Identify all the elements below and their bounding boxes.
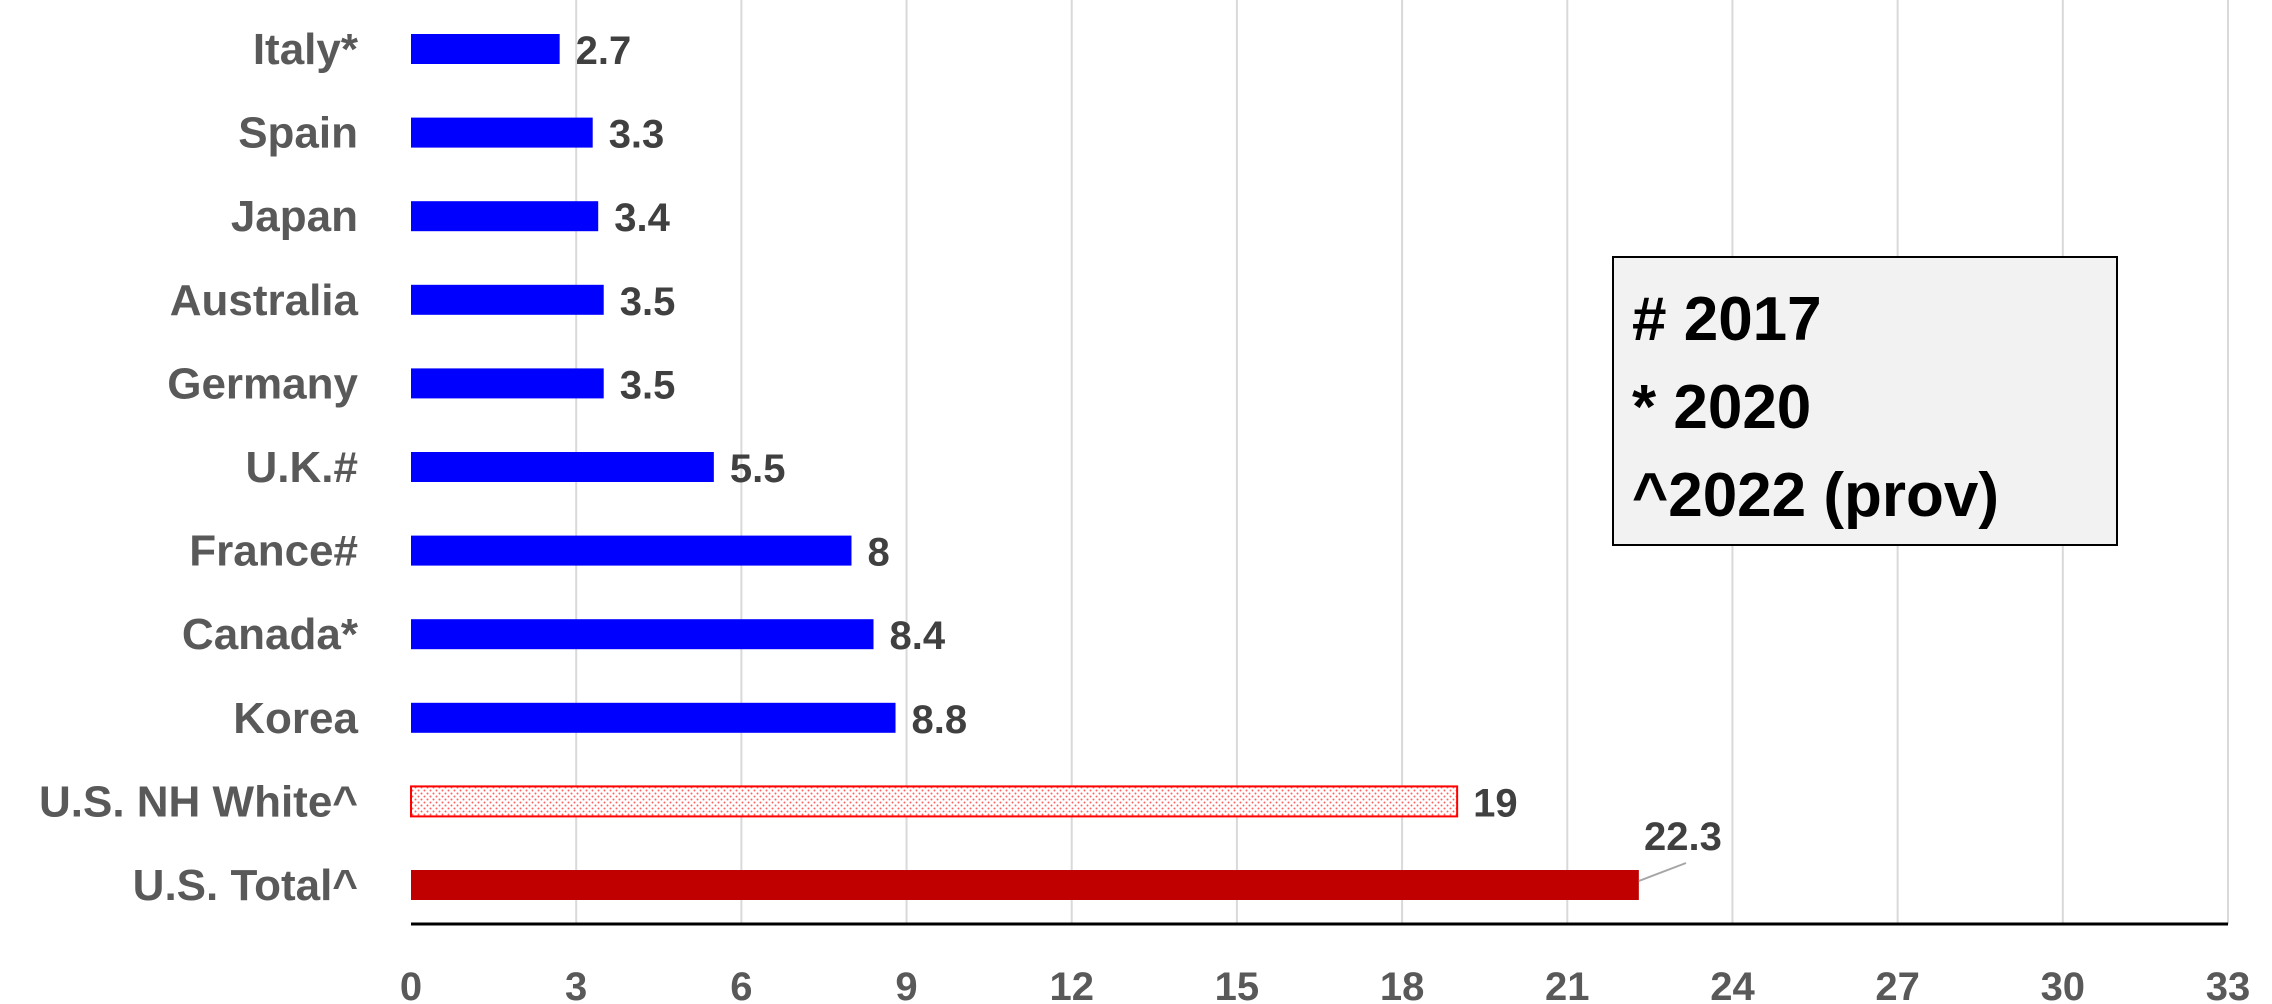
x-tick-label: 12	[1049, 965, 1094, 1004]
bar	[411, 535, 852, 566]
category-label: Canada*	[182, 610, 359, 659]
bar	[411, 619, 874, 650]
category-label: Japan	[231, 192, 358, 241]
value-label: 22.3	[1644, 815, 1722, 859]
bar	[411, 702, 896, 733]
bar	[411, 117, 593, 148]
notes-box: # 2017 * 2020 ^2022 (prov)	[1612, 256, 2118, 546]
bar	[411, 284, 604, 315]
x-tick-label: 33	[2206, 965, 2251, 1004]
note-2020: * 2020	[1632, 373, 1812, 442]
x-tick-label: 9	[895, 965, 917, 1004]
category-label: Germany	[167, 359, 358, 408]
x-tick-label: 30	[2041, 965, 2086, 1004]
x-tick-label: 24	[1710, 965, 1755, 1004]
value-label: 3.3	[609, 113, 665, 157]
value-label: 8	[867, 531, 889, 575]
value-label: 19	[1473, 781, 1518, 825]
note-2022: ^2022 (prov)	[1632, 461, 2000, 530]
category-label: U.S. NH White^	[39, 777, 358, 826]
bar	[411, 201, 599, 232]
value-label: 3.5	[620, 280, 676, 324]
bar	[411, 368, 604, 399]
category-label: Spain	[238, 109, 358, 158]
category-label: U.K.#	[246, 443, 358, 492]
category-label: France#	[189, 527, 358, 576]
x-tick-label: 21	[1545, 965, 1590, 1004]
bar	[410, 785, 1459, 818]
leader-line	[1638, 862, 1687, 882]
bar	[411, 870, 1639, 900]
value-label: 3.5	[620, 363, 676, 407]
x-axis: 0 3 6 9 12 15 18 21 24 27 30 33	[400, 922, 2251, 1004]
bars	[410, 34, 1639, 900]
category-label: U.S. Total^	[133, 861, 358, 910]
bar	[411, 34, 560, 64]
labels: Italy* 2.7 Spain 3.3 Japan 3.4 Australia 3.5 Ger…	[39, 25, 1722, 910]
value-label: 8.4	[890, 614, 946, 658]
category-label: Korea	[233, 694, 358, 743]
note-2017: # 2017	[1632, 285, 1822, 354]
x-tick-label: 6	[730, 965, 752, 1004]
category-label: Australia	[170, 276, 359, 325]
x-tick-label: 27	[1875, 965, 1920, 1004]
x-tick-label: 15	[1215, 965, 1260, 1004]
value-label: 2.7	[576, 29, 632, 73]
value-label: 5.5	[730, 447, 786, 491]
value-label: 8.8	[912, 698, 968, 742]
value-label: 3.4	[614, 196, 670, 240]
bar	[411, 452, 714, 482]
x-tick-label: 18	[1380, 965, 1425, 1004]
x-tick-label: 0	[400, 965, 422, 1004]
x-tick-label: 3	[565, 965, 587, 1004]
category-label: Italy*	[253, 25, 359, 74]
